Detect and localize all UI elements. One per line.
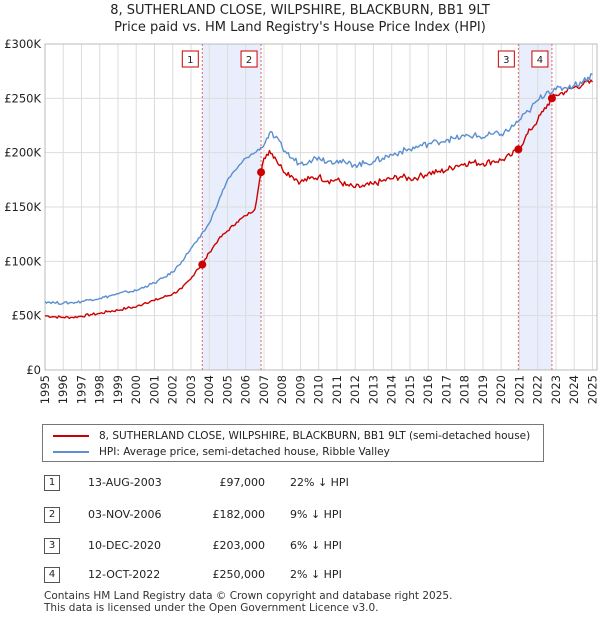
x-tick-label: 2013	[366, 375, 380, 404]
chart-legend: 8, SUTHERLAND CLOSE, WILPSHIRE, BLACKBUR…	[42, 424, 544, 462]
y-tick-label: £200K	[4, 146, 41, 160]
chart-subtitle: Price paid vs. HM Land Registry's House …	[114, 20, 486, 35]
sale-number-badge: 4	[44, 567, 60, 583]
sale-point	[257, 168, 266, 177]
sale-row-3: 3 10-DEC-2020 £203,000 6% ↓ HPI	[0, 538, 600, 558]
x-tick-label: 2003	[184, 375, 198, 404]
sale-number-box	[531, 50, 549, 68]
sale-point	[547, 94, 556, 103]
x-tick-label: 2010	[312, 375, 326, 404]
x-tick-label: 2008	[275, 375, 289, 404]
x-tick-label: 2025	[585, 375, 599, 404]
x-tick-label: 1996	[56, 375, 70, 404]
footer-licence: This data is licensed under the Open Gov…	[44, 602, 379, 614]
sale-number-badge: 3	[44, 538, 60, 554]
x-tick-label: 1995	[38, 375, 52, 404]
sale-row-2: 2 03-NOV-2006 £182,000 9% ↓ HPI	[0, 507, 600, 527]
x-tick-label: 2015	[403, 375, 417, 404]
x-tick-label: 2005	[220, 375, 234, 404]
sale-number-label: 2	[246, 55, 252, 66]
x-tick-label: 2004	[202, 375, 216, 404]
x-tick-label: 2018	[458, 375, 472, 404]
x-tick-label: 2017	[439, 375, 453, 404]
series-line-property	[44, 79, 593, 320]
x-tick-label: 1997	[74, 375, 88, 404]
x-tick-label: 2023	[549, 375, 563, 404]
y-tick-label: £50K	[12, 309, 42, 323]
sale-date: 03-NOV-2006	[88, 508, 162, 521]
sale-price: £182,000	[212, 508, 266, 521]
legend-label-property: 8, SUTHERLAND CLOSE, WILPSHIRE, BLACKBUR…	[99, 430, 531, 442]
x-tick-label: 2009	[293, 375, 307, 404]
sale-number-box	[181, 50, 199, 68]
x-tick-label: 2014	[385, 375, 399, 404]
x-tick-label: 2022	[531, 375, 545, 404]
sale-number-badge: 2	[44, 507, 60, 523]
sale-hpi-diff: 2% ↓ HPI	[290, 568, 342, 581]
legend-swatch-property	[53, 435, 89, 437]
price-chart: 1 2 3 4 £0 £50K £100K £150K £200K £250K £300K 199…	[4, 37, 599, 404]
sale-row-4: 4 12-OCT-2022 £250,000 2% ↓ HPI	[0, 567, 600, 587]
x-tick-label: 2006	[239, 375, 253, 404]
y-tick-label: £300K	[4, 37, 41, 51]
sale-price: £97,000	[219, 476, 266, 489]
x-tick-label: 2000	[129, 375, 143, 404]
chart-title: 8, SUTHERLAND CLOSE, WILPSHIRE, BLACKBUR…	[110, 3, 490, 18]
legend-item-hpi: HPI: Average price, semi-detached house,…	[53, 444, 390, 460]
series-line-hpi	[44, 73, 593, 305]
plot-frame	[44, 43, 598, 371]
y-tick-label: £100K	[4, 254, 41, 268]
sale-number-box	[240, 50, 258, 68]
x-tick-label: 2016	[421, 375, 435, 404]
x-tick-label: 2001	[147, 375, 161, 404]
sale-date: 13-AUG-2003	[88, 476, 162, 489]
x-tick-label: 2002	[166, 375, 180, 404]
x-tick-label: 1998	[93, 375, 107, 404]
x-tick-label: 2007	[257, 375, 271, 404]
sale-number-badge: 1	[44, 475, 60, 491]
sale-number-label: 4	[537, 55, 543, 66]
sale-point	[198, 260, 207, 269]
footer-copyright: Contains HM Land Registry data © Crown c…	[44, 590, 453, 602]
sale-date: 12-OCT-2022	[88, 568, 161, 581]
sale-row-1: 1 13-AUG-2003 £97,000 22% ↓ HPI	[0, 475, 600, 495]
x-tick-label: 2012	[348, 375, 362, 404]
x-tick-label: 2024	[567, 375, 581, 404]
legend-label-hpi: HPI: Average price, semi-detached house,…	[99, 446, 390, 458]
sale-number-label: 1	[187, 55, 193, 66]
sale-hpi-diff: 22% ↓ HPI	[290, 476, 349, 489]
sale-date: 10-DEC-2020	[88, 539, 162, 552]
legend-swatch-hpi	[53, 451, 89, 453]
x-tick-label: 2011	[330, 375, 344, 404]
legend-item-property: 8, SUTHERLAND CLOSE, WILPSHIRE, BLACKBUR…	[53, 428, 530, 444]
sale-hpi-diff: 6% ↓ HPI	[290, 539, 342, 552]
y-tick-label: £150K	[4, 200, 41, 214]
x-tick-label: 1999	[111, 375, 125, 404]
sale-number-box	[497, 50, 515, 68]
x-tick-label: 2020	[494, 375, 508, 404]
sale-price: £203,000	[212, 539, 266, 552]
sale-price: £250,000	[212, 568, 266, 581]
y-tick-label: £250K	[4, 91, 41, 105]
x-tick-label: 2019	[476, 375, 490, 404]
x-tick-label: 2021	[512, 375, 526, 404]
y-tick-label: £0	[26, 363, 41, 377]
sale-hpi-diff: 9% ↓ HPI	[290, 508, 342, 521]
sale-number-label: 3	[503, 55, 509, 66]
sale-point	[514, 145, 523, 154]
